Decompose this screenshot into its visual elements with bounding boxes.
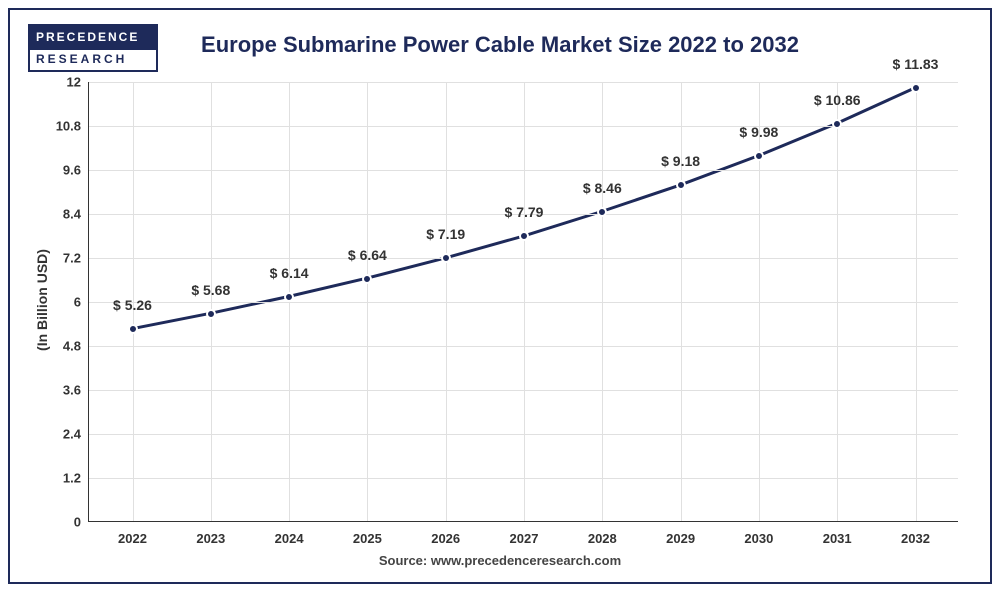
data-marker — [441, 253, 451, 263]
data-marker — [676, 180, 686, 190]
y-tick-label: 6 — [74, 295, 81, 310]
x-tick-label: 2023 — [196, 531, 225, 546]
gridline-v — [916, 82, 917, 521]
data-marker — [206, 309, 216, 319]
y-tick-label: 10.8 — [56, 119, 81, 134]
y-tick-label: 0 — [74, 515, 81, 530]
data-marker — [519, 231, 529, 241]
gridline-v — [524, 82, 525, 521]
data-label: $ 7.79 — [505, 204, 544, 220]
data-marker — [128, 324, 138, 334]
y-tick-label: 1.2 — [63, 471, 81, 486]
source-text: Source: www.precedenceresearch.com — [10, 553, 990, 568]
y-tick-label: 3.6 — [63, 383, 81, 398]
x-tick-label: 2025 — [353, 531, 382, 546]
data-label: $ 6.64 — [348, 247, 387, 263]
data-label: $ 10.86 — [814, 92, 861, 108]
data-marker — [754, 151, 764, 161]
gridline-v — [211, 82, 212, 521]
y-tick-label: 8.4 — [63, 207, 81, 222]
gridline-v — [367, 82, 368, 521]
data-label: $ 11.83 — [893, 56, 939, 72]
plot-area: 01.22.43.64.867.28.49.610.81220222023202… — [88, 82, 958, 522]
data-marker — [362, 274, 372, 284]
y-tick-label: 7.2 — [63, 251, 81, 266]
data-marker — [832, 119, 842, 129]
gridline-v — [602, 82, 603, 521]
x-tick-label: 2024 — [275, 531, 304, 546]
data-marker — [911, 83, 921, 93]
x-tick-label: 2032 — [901, 531, 930, 546]
data-label: $ 5.26 — [113, 297, 152, 313]
gridline-v — [759, 82, 760, 521]
x-tick-label: 2029 — [666, 531, 695, 546]
gridline-v — [681, 82, 682, 521]
chart-frame: PRECEDENCE RESEARCH Europe Submarine Pow… — [8, 8, 992, 584]
chart-title: Europe Submarine Power Cable Market Size… — [10, 32, 990, 58]
gridline-v — [837, 82, 838, 521]
data-label: $ 9.18 — [661, 153, 700, 169]
data-label: $ 5.68 — [191, 282, 230, 298]
data-marker — [284, 292, 294, 302]
y-tick-label: 9.6 — [63, 163, 81, 178]
y-tick-label: 2.4 — [63, 427, 81, 442]
y-tick-label: 4.8 — [63, 339, 81, 354]
y-axis-label: (In Billion USD) — [34, 249, 50, 351]
x-tick-label: 2030 — [744, 531, 773, 546]
data-label: $ 6.14 — [270, 265, 309, 281]
x-tick-label: 2028 — [588, 531, 617, 546]
x-tick-label: 2027 — [510, 531, 539, 546]
x-tick-label: 2031 — [823, 531, 852, 546]
x-tick-label: 2026 — [431, 531, 460, 546]
data-label: $ 8.46 — [583, 180, 622, 196]
y-tick-label: 12 — [67, 75, 81, 90]
x-tick-label: 2022 — [118, 531, 147, 546]
gridline-v — [446, 82, 447, 521]
data-label: $ 7.19 — [426, 226, 465, 242]
data-marker — [597, 207, 607, 217]
data-label: $ 9.98 — [739, 124, 778, 140]
